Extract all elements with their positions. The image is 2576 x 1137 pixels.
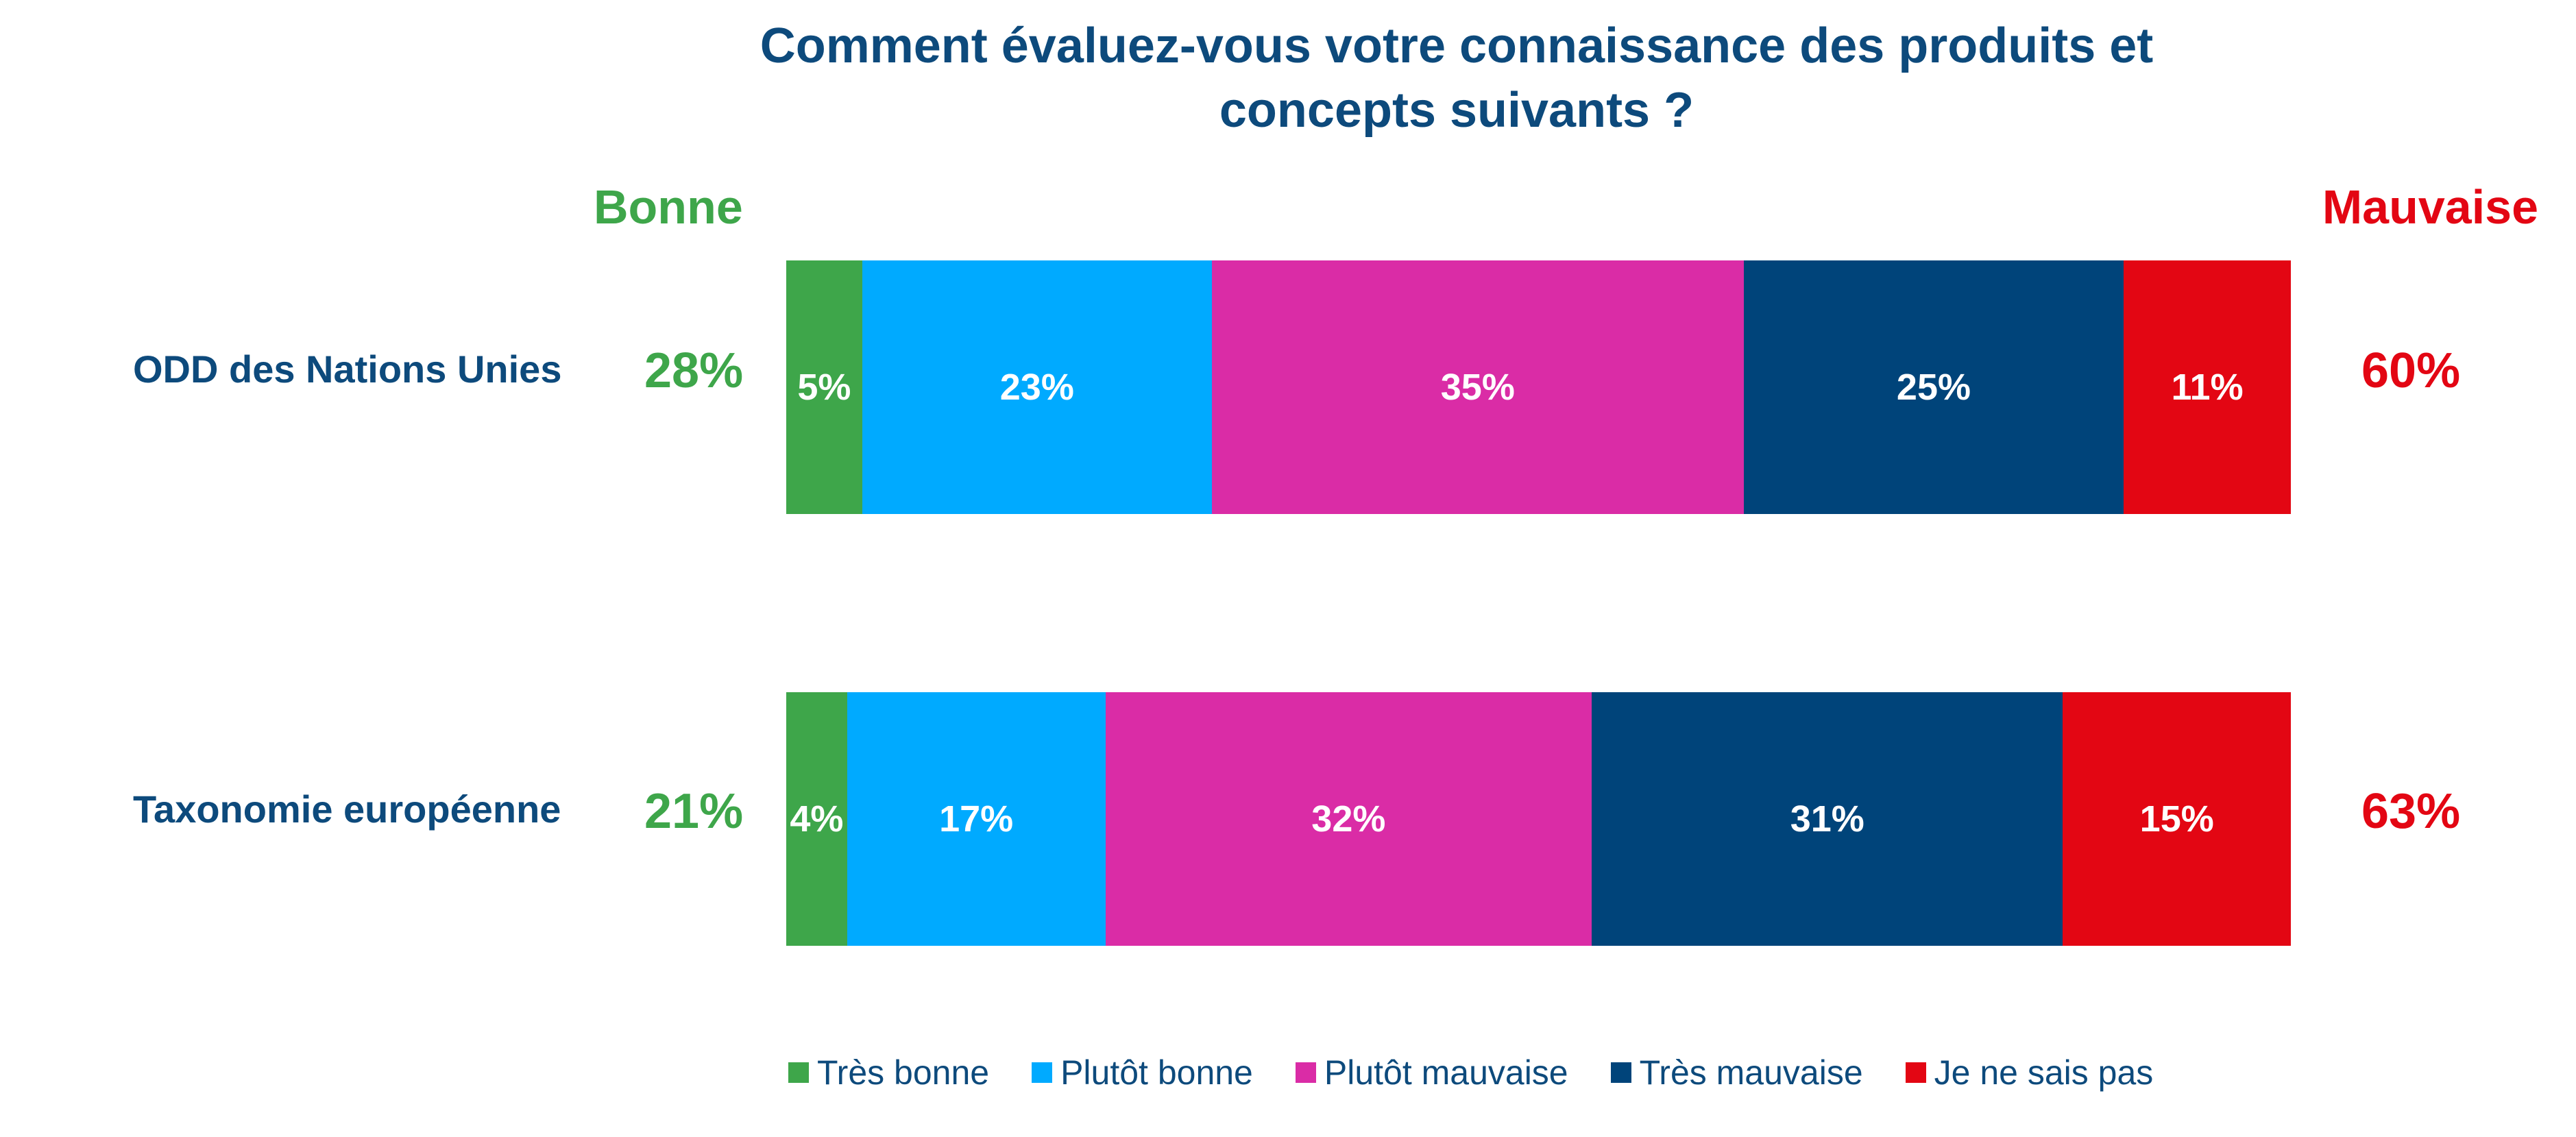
good-total: 28% (644, 343, 744, 398)
data-label: 32% (1311, 798, 1386, 840)
data-label: 23% (999, 367, 1074, 408)
data-label: 35% (1440, 367, 1515, 408)
bar-segment: 35% (1211, 260, 1744, 514)
legend-item: Très mauvaise (1610, 1053, 1863, 1092)
bad-total: 63% (2361, 784, 2461, 839)
legend-label: Je ne sais pas (1934, 1053, 2154, 1092)
bar-segment: 4% (786, 692, 847, 946)
chart-title-line-1: Comment évaluez-vous votre connaissance … (760, 19, 2154, 73)
legend-swatch (1610, 1062, 1631, 1083)
bad-heading: Mauvaise (2322, 180, 2538, 234)
data-label: 11% (2171, 367, 2244, 408)
data-label: 31% (1790, 798, 1864, 840)
category-label: Taxonomie européenne (133, 787, 561, 831)
bar-segment: 25% (1743, 260, 2124, 514)
data-label: 15% (2139, 798, 2214, 840)
legend-item: Très bonne (788, 1053, 989, 1092)
data-label: 25% (1896, 367, 1971, 408)
bar-segment: 31% (1592, 692, 2063, 946)
legend-swatch (1905, 1062, 1926, 1083)
good-heading: Bonne (594, 180, 743, 234)
bar-segment: 15% (2063, 692, 2291, 946)
legend-label: Plutôt bonne (1060, 1053, 1253, 1092)
data-label: 17% (939, 798, 1014, 840)
legend-swatch (788, 1062, 809, 1083)
bar-segment: 17% (847, 692, 1106, 946)
data-label: 4% (790, 798, 844, 840)
legend-item: Je ne sais pas (1905, 1053, 2154, 1092)
legend-swatch (1295, 1062, 1316, 1083)
legend: Très bonne Plutôt bonne Plutôt mauvaise Trè… (788, 1053, 2196, 1092)
legend-item: Plutôt mauvaise (1295, 1053, 1568, 1092)
chart-title-line-2: concepts suivants ? (1219, 83, 1694, 138)
legend-label: Très bonne (817, 1053, 990, 1092)
bad-total: 60% (2361, 343, 2461, 398)
bar-segment: 23% (862, 260, 1212, 514)
chart-title: Comment évaluez-vous votre connaissance … (617, 14, 2296, 143)
legend-item: Plutôt bonne (1032, 1053, 1253, 1092)
bar-segment: 11% (2124, 260, 2291, 514)
category-label: ODD des Nations Unies (133, 347, 562, 391)
bar-segment: 32% (1105, 692, 1592, 946)
legend-swatch (1032, 1062, 1053, 1083)
legend-label: Plutôt mauvaise (1324, 1053, 1568, 1092)
data-label: 5% (797, 367, 851, 408)
legend-label: Très mauvaise (1639, 1053, 1863, 1092)
good-total: 21% (644, 784, 744, 839)
bar-segment: 5% (786, 260, 862, 514)
